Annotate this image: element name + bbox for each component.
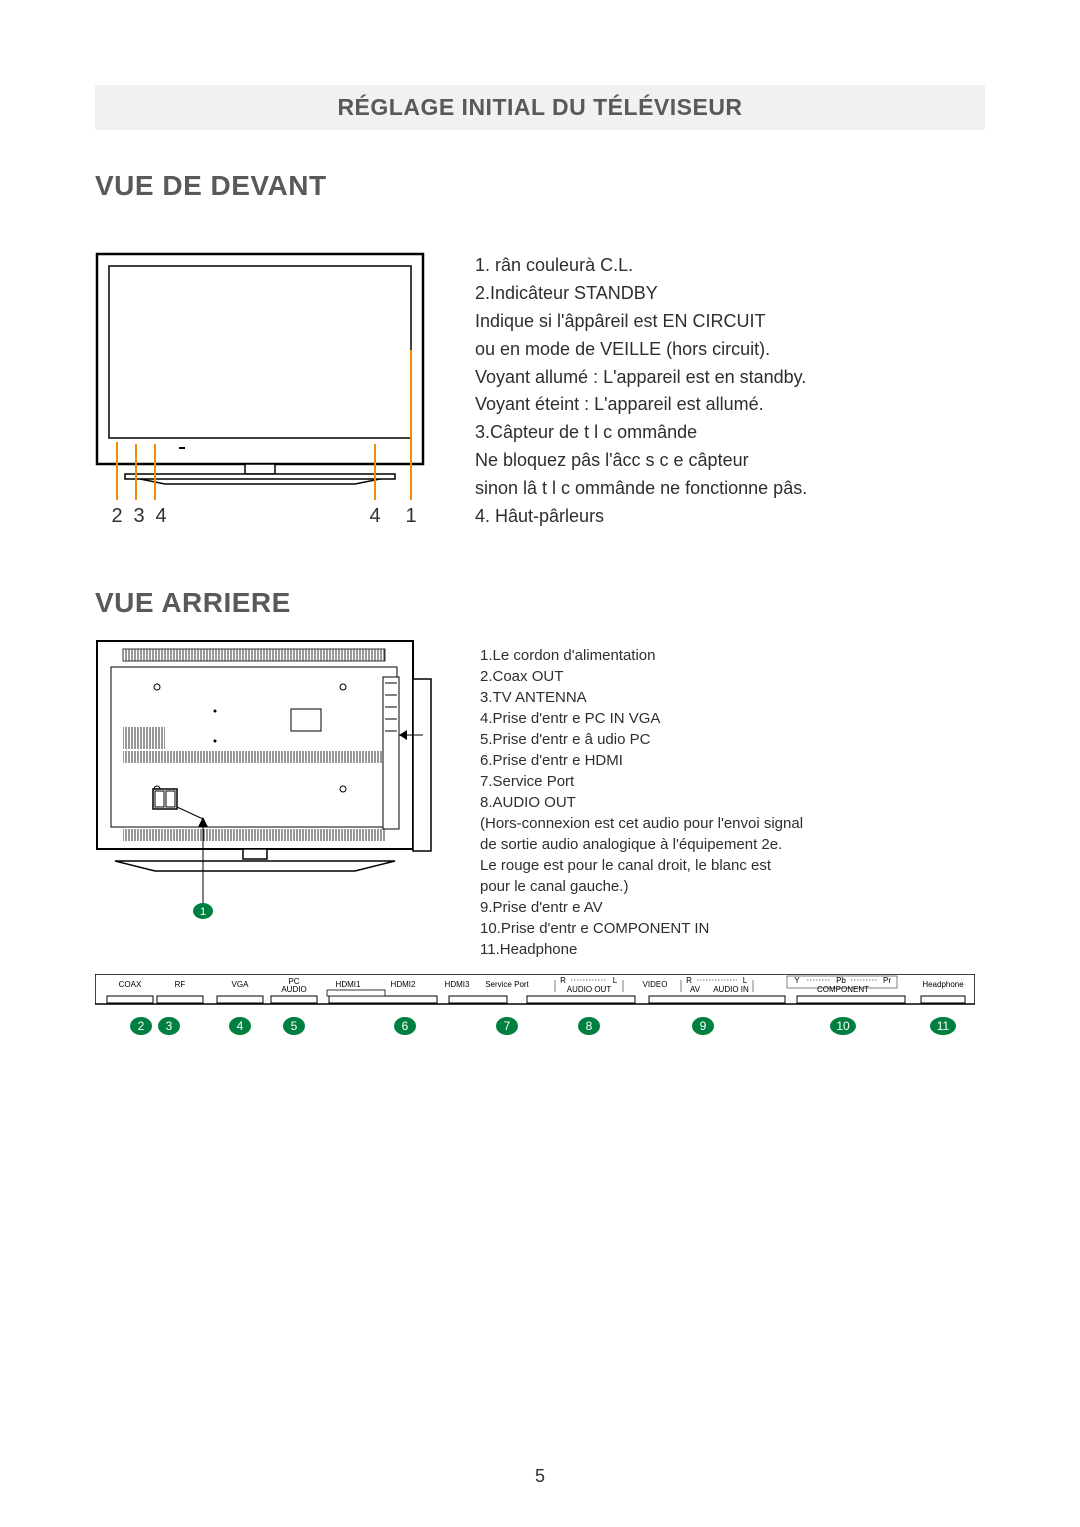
svg-text:R: R bbox=[560, 976, 566, 985]
svg-text:10: 10 bbox=[836, 1019, 850, 1033]
svg-text:HDMI3: HDMI3 bbox=[445, 980, 470, 989]
front-section-title: VUE DE DEVANT bbox=[95, 170, 985, 202]
front-line: 2.Indicâteur STANDBY bbox=[475, 280, 985, 308]
port-badge: 11 bbox=[930, 1017, 956, 1035]
rear-line: 4.Prise d'entr e PC IN VGA bbox=[480, 708, 985, 729]
svg-text:11: 11 bbox=[937, 1019, 950, 1033]
port-badge: 10 bbox=[830, 1017, 856, 1035]
svg-text:Y: Y bbox=[794, 976, 800, 985]
rear-section-title: VUE ARRIERE bbox=[95, 587, 985, 619]
rear-line: 1.Le cordon d'alimentation bbox=[480, 645, 985, 666]
svg-text:HDMI1: HDMI1 bbox=[336, 980, 361, 989]
svg-text:6: 6 bbox=[402, 1019, 409, 1033]
front-line: Indique si l'âppâreil est EN CIRCUIT bbox=[475, 308, 985, 336]
rear-line: 10.Prise d'entr e COMPONENT IN bbox=[480, 918, 985, 939]
rear-line: Le rouge est pour le canal droit, le bla… bbox=[480, 855, 985, 876]
svg-text:1: 1 bbox=[200, 906, 206, 918]
front-line: sinon lâ t l c ommânde ne fonctionne pâs… bbox=[475, 475, 985, 503]
front-line: 3.Câpteur de t l c ommânde bbox=[475, 419, 985, 447]
rear-diagram: 1 bbox=[95, 639, 440, 960]
rear-line: 11.Headphone bbox=[480, 939, 985, 960]
svg-text:4: 4 bbox=[155, 505, 166, 527]
rear-line: pour le canal gauche.) bbox=[480, 876, 985, 897]
rear-line: 9.Prise d'entr e AV bbox=[480, 897, 985, 918]
port-badge: 6 bbox=[394, 1017, 416, 1035]
page-number: 5 bbox=[0, 1466, 1080, 1487]
svg-text:2: 2 bbox=[111, 505, 122, 527]
svg-text:L: L bbox=[613, 976, 618, 985]
svg-text:Headphone: Headphone bbox=[922, 980, 964, 989]
port-badge: 9 bbox=[692, 1017, 714, 1035]
page-header-bar: RÉGLAGE INITIAL DU TÉLÉVISEUR bbox=[95, 85, 985, 130]
front-line: 4. Hâut-pârleurs bbox=[475, 503, 985, 531]
port-badge: 7 bbox=[496, 1017, 518, 1035]
svg-text:4: 4 bbox=[369, 505, 380, 527]
svg-text:4: 4 bbox=[237, 1019, 244, 1033]
svg-text:AUDIO IN: AUDIO IN bbox=[713, 985, 749, 994]
svg-text:3: 3 bbox=[133, 505, 144, 527]
svg-text:VIDEO: VIDEO bbox=[643, 980, 668, 989]
page-header-title: RÉGLAGE INITIAL DU TÉLÉVISEUR bbox=[337, 94, 742, 121]
svg-text:7: 7 bbox=[504, 1019, 511, 1033]
rear-line: 8.AUDIO OUT bbox=[480, 792, 985, 813]
rear-line: 3.TV ANTENNA bbox=[480, 687, 985, 708]
port-strip-diagram: COAX RF VGA PC AUDIO HDMI1 HDMI2 HDMI3 S… bbox=[95, 974, 985, 1049]
svg-text:VGA: VGA bbox=[232, 980, 250, 989]
svg-text:RF: RF bbox=[175, 980, 186, 989]
svg-text:AV: AV bbox=[690, 985, 701, 994]
svg-text:2: 2 bbox=[138, 1019, 145, 1033]
svg-text:COAX: COAX bbox=[119, 980, 142, 989]
svg-text:HDMI2: HDMI2 bbox=[391, 980, 416, 989]
front-line: Voyant éteint : L'appareil est allumé. bbox=[475, 391, 985, 419]
port-badge: 3 bbox=[158, 1017, 180, 1035]
front-diagram: 2 3 4 4 1 bbox=[95, 252, 430, 532]
svg-text:1: 1 bbox=[405, 505, 416, 527]
port-badge: 5 bbox=[283, 1017, 305, 1035]
rear-line: de sortie audio analogique à l'équipemen… bbox=[480, 834, 985, 855]
svg-text:COMPONENT: COMPONENT bbox=[817, 985, 869, 994]
svg-text:L: L bbox=[743, 976, 748, 985]
port-badge: 2 bbox=[130, 1017, 152, 1035]
svg-text:AUDIO: AUDIO bbox=[281, 985, 306, 994]
rear-line: 7.Service Port bbox=[480, 771, 985, 792]
rear-line: (Hors-connexion est cet audio pour l'env… bbox=[480, 813, 985, 834]
rear-legend: 1.Le cordon d'alimentation 2.Coax OUT 3.… bbox=[480, 639, 985, 960]
svg-text:8: 8 bbox=[586, 1019, 593, 1033]
rear-line: 2.Coax OUT bbox=[480, 666, 985, 687]
front-line: 1. rân couleurà C.L. bbox=[475, 252, 985, 280]
front-line: Voyant allumé : L'appareil est en standb… bbox=[475, 364, 985, 392]
svg-text:Service Port: Service Port bbox=[485, 980, 529, 989]
svg-text:R: R bbox=[686, 976, 692, 985]
svg-text:AUDIO OUT: AUDIO OUT bbox=[567, 985, 612, 994]
svg-text:9: 9 bbox=[700, 1019, 707, 1033]
svg-text:5: 5 bbox=[291, 1019, 298, 1033]
port-badge: 4 bbox=[229, 1017, 251, 1035]
front-legend: 1. rân couleurà C.L. 2.Indicâteur STANDB… bbox=[475, 252, 985, 532]
rear-line: 6.Prise d'entr e HDMI bbox=[480, 750, 985, 771]
svg-text:Pb: Pb bbox=[836, 976, 846, 985]
svg-text:3: 3 bbox=[166, 1019, 173, 1033]
port-badge: 8 bbox=[578, 1017, 600, 1035]
front-line: ou en mode de VEILLE (hors circuit). bbox=[475, 336, 985, 364]
svg-text:Pr: Pr bbox=[883, 976, 891, 985]
rear-line: 5.Prise d'entr e â udio PC bbox=[480, 729, 985, 750]
front-line: Ne bloquez pâs l'âcc s c e câpteur bbox=[475, 447, 985, 475]
